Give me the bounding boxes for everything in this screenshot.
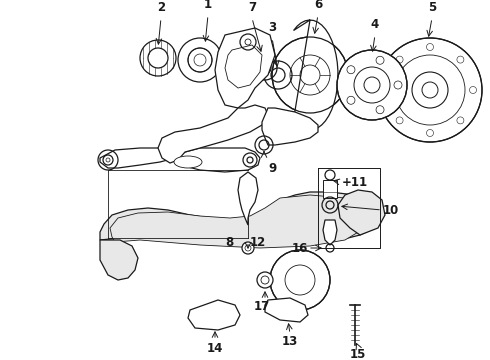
Text: 8: 8	[225, 235, 233, 248]
Polygon shape	[110, 195, 367, 248]
Text: 13: 13	[282, 335, 298, 348]
Circle shape	[378, 38, 482, 142]
Circle shape	[242, 242, 254, 254]
Polygon shape	[265, 298, 308, 322]
Text: 2: 2	[157, 1, 165, 14]
Text: 1: 1	[204, 0, 212, 11]
Circle shape	[337, 50, 407, 120]
Polygon shape	[225, 45, 262, 88]
Text: 10: 10	[383, 203, 399, 216]
Text: 3: 3	[268, 21, 276, 34]
Polygon shape	[100, 148, 260, 172]
Circle shape	[272, 37, 348, 113]
Text: +11: +11	[342, 175, 368, 189]
Text: 5: 5	[428, 1, 436, 14]
Polygon shape	[323, 220, 337, 245]
Polygon shape	[100, 192, 378, 246]
Polygon shape	[238, 172, 258, 225]
Circle shape	[257, 272, 273, 288]
Text: 15: 15	[350, 348, 366, 360]
Text: 6: 6	[314, 0, 322, 11]
Text: 16: 16	[292, 242, 308, 255]
Polygon shape	[100, 240, 138, 280]
Text: 9: 9	[268, 162, 276, 175]
Text: 17: 17	[254, 300, 270, 313]
Text: 14: 14	[207, 342, 223, 355]
Text: 7: 7	[248, 1, 256, 14]
Polygon shape	[215, 28, 275, 108]
Polygon shape	[188, 300, 240, 330]
Polygon shape	[294, 20, 338, 130]
Text: 4: 4	[371, 18, 379, 31]
Bar	[323, 180, 337, 198]
Polygon shape	[262, 108, 318, 145]
Ellipse shape	[174, 156, 202, 168]
Polygon shape	[158, 105, 268, 163]
Polygon shape	[338, 190, 385, 235]
Circle shape	[270, 250, 330, 310]
Text: 12: 12	[250, 235, 266, 248]
